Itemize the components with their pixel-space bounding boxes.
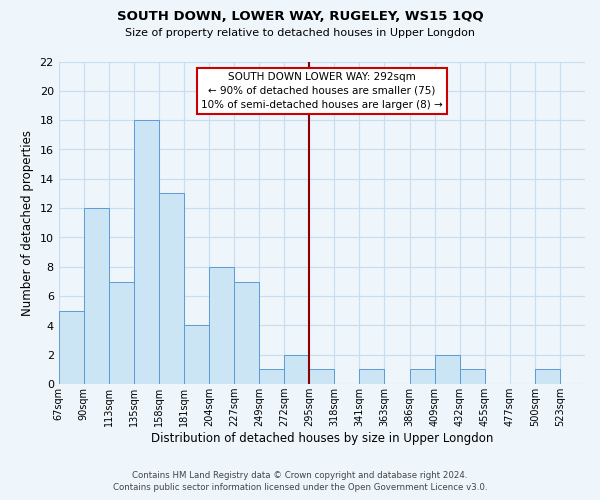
Bar xyxy=(109,282,134,384)
Bar xyxy=(84,208,109,384)
Bar xyxy=(134,120,159,384)
Bar xyxy=(410,370,434,384)
Text: SOUTH DOWN, LOWER WAY, RUGELEY, WS15 1QQ: SOUTH DOWN, LOWER WAY, RUGELEY, WS15 1QQ xyxy=(116,10,484,23)
Bar xyxy=(59,311,84,384)
Bar xyxy=(159,194,184,384)
X-axis label: Distribution of detached houses by size in Upper Longdon: Distribution of detached houses by size … xyxy=(151,432,493,445)
Text: Contains HM Land Registry data © Crown copyright and database right 2024.
Contai: Contains HM Land Registry data © Crown c… xyxy=(113,471,487,492)
Text: Size of property relative to detached houses in Upper Longdon: Size of property relative to detached ho… xyxy=(125,28,475,38)
Bar xyxy=(209,267,234,384)
Bar xyxy=(234,282,259,384)
Bar xyxy=(259,370,284,384)
Text: SOUTH DOWN LOWER WAY: 292sqm
← 90% of detached houses are smaller (75)
10% of se: SOUTH DOWN LOWER WAY: 292sqm ← 90% of de… xyxy=(201,72,443,110)
Bar xyxy=(460,370,485,384)
Bar xyxy=(359,370,385,384)
Bar xyxy=(535,370,560,384)
Bar xyxy=(434,355,460,384)
Y-axis label: Number of detached properties: Number of detached properties xyxy=(21,130,34,316)
Bar xyxy=(284,355,310,384)
Bar xyxy=(310,370,334,384)
Bar xyxy=(184,326,209,384)
